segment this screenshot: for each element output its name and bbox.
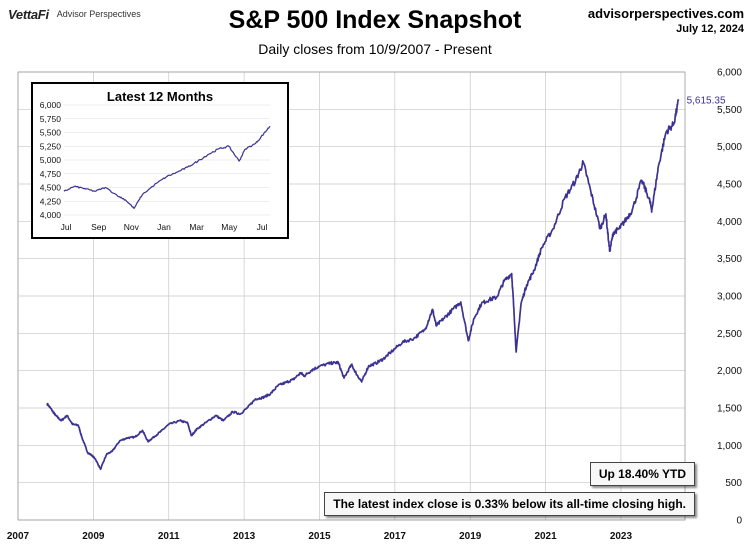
y-tick-label: 3,000 — [717, 292, 742, 303]
inset-x-tick-label: Sep — [91, 222, 106, 232]
x-tick-labels: 2007 2009 2011 2013 2015 2017 2019 2021 2023 — [7, 531, 633, 542]
all-time-high-annotation: The latest index close is 0.33% below it… — [324, 492, 695, 516]
y-tick-label: 2,500 — [717, 329, 742, 340]
y-tick-label: 5,500 — [717, 105, 742, 116]
x-tick-label: 2011 — [158, 531, 180, 542]
x-tick-label: 2013 — [233, 531, 256, 542]
inset-chart: Latest 12 Months 4,000 4,250 4,500 4,750 5,0… — [31, 82, 289, 239]
last-value-label: 5,615.35 — [687, 96, 726, 107]
inset-y-tick-label: 4,250 — [40, 196, 62, 206]
y-tick-label: 500 — [725, 478, 742, 489]
y-tick-label: 4,000 — [717, 217, 742, 228]
chart-subtitle: Daily closes from 10/9/2007 - Present — [258, 41, 492, 57]
inset-x-tick-label: May — [221, 222, 238, 232]
y-tick-label: 2,000 — [717, 366, 742, 377]
sp500-line — [46, 99, 680, 471]
inset-x-tick-labels: Jul Sep Nov Jan Mar May Jul — [61, 222, 268, 232]
y-tick-label: 1,500 — [717, 404, 742, 415]
y-tick-label: 6,000 — [717, 68, 742, 79]
inset-title: Latest 12 Months — [107, 89, 213, 104]
logo-mark: VettaFi — [8, 6, 49, 22]
inset-x-tick-label: Jul — [257, 222, 268, 232]
x-tick-label: 2007 — [7, 531, 30, 542]
main-series — [46, 99, 680, 471]
logo-subtitle: Advisor Perspectives — [56, 9, 141, 19]
x-tick-label: 2019 — [459, 531, 482, 542]
inset-y-tick-label: 5,750 — [40, 114, 62, 124]
inset-y-tick-label: 6,000 — [40, 100, 62, 110]
vettafi-logo[interactable]: VettaFi Advisor Perspectives — [8, 6, 141, 22]
inset-gridlines — [64, 104, 270, 216]
y-tick-label: 4,500 — [717, 180, 742, 191]
inset-x-tick-label: Jul — [61, 222, 72, 232]
y-tick-label: 5,000 — [717, 142, 742, 153]
inset-y-tick-label: 4,500 — [40, 183, 62, 193]
site-url[interactable]: advisorperspectives.com — [587, 6, 744, 21]
inset-y-tick-label: 5,250 — [40, 141, 62, 151]
inset-y-tick-label: 4,000 — [40, 210, 62, 220]
plot-frame — [17, 71, 686, 521]
y-tick-label: 1,000 — [717, 441, 742, 452]
x-tick-label: 2017 — [384, 531, 407, 542]
x-tick-label: 2021 — [534, 531, 557, 542]
chart-title: S&P 500 Index Snapshot — [228, 6, 522, 34]
x-tick-label: 2009 — [82, 531, 105, 542]
inset-series — [63, 125, 271, 209]
inset-frame — [31, 82, 289, 239]
y-tick-label: 3,500 — [717, 254, 742, 265]
inset-y-tick-label: 4,750 — [40, 169, 62, 179]
x-tick-label: 2015 — [308, 531, 331, 542]
y-tick-labels: 0 500 1,000 1,500 2,000 2,500 3,000 3,500 4,000 4… — [717, 68, 742, 527]
inset-x-tick-label: Jan — [157, 222, 171, 232]
inset-x-tick-label: Mar — [189, 222, 204, 232]
inset-line — [63, 125, 271, 209]
x-tick-label: 2023 — [610, 531, 633, 542]
inset-x-tick-label: Nov — [124, 222, 140, 232]
inset-y-tick-labels: 4,000 4,250 4,500 4,750 5,000 5,250 5,500 5,750… — [40, 100, 62, 220]
report-date: July 12, 2024 — [676, 23, 744, 35]
inset-y-tick-label: 5,500 — [40, 128, 62, 138]
y-tick-label: 0 — [736, 516, 742, 527]
inset-y-tick-label: 5,000 — [40, 155, 62, 165]
ytd-annotation: Up 18.40% YTD — [589, 462, 695, 486]
